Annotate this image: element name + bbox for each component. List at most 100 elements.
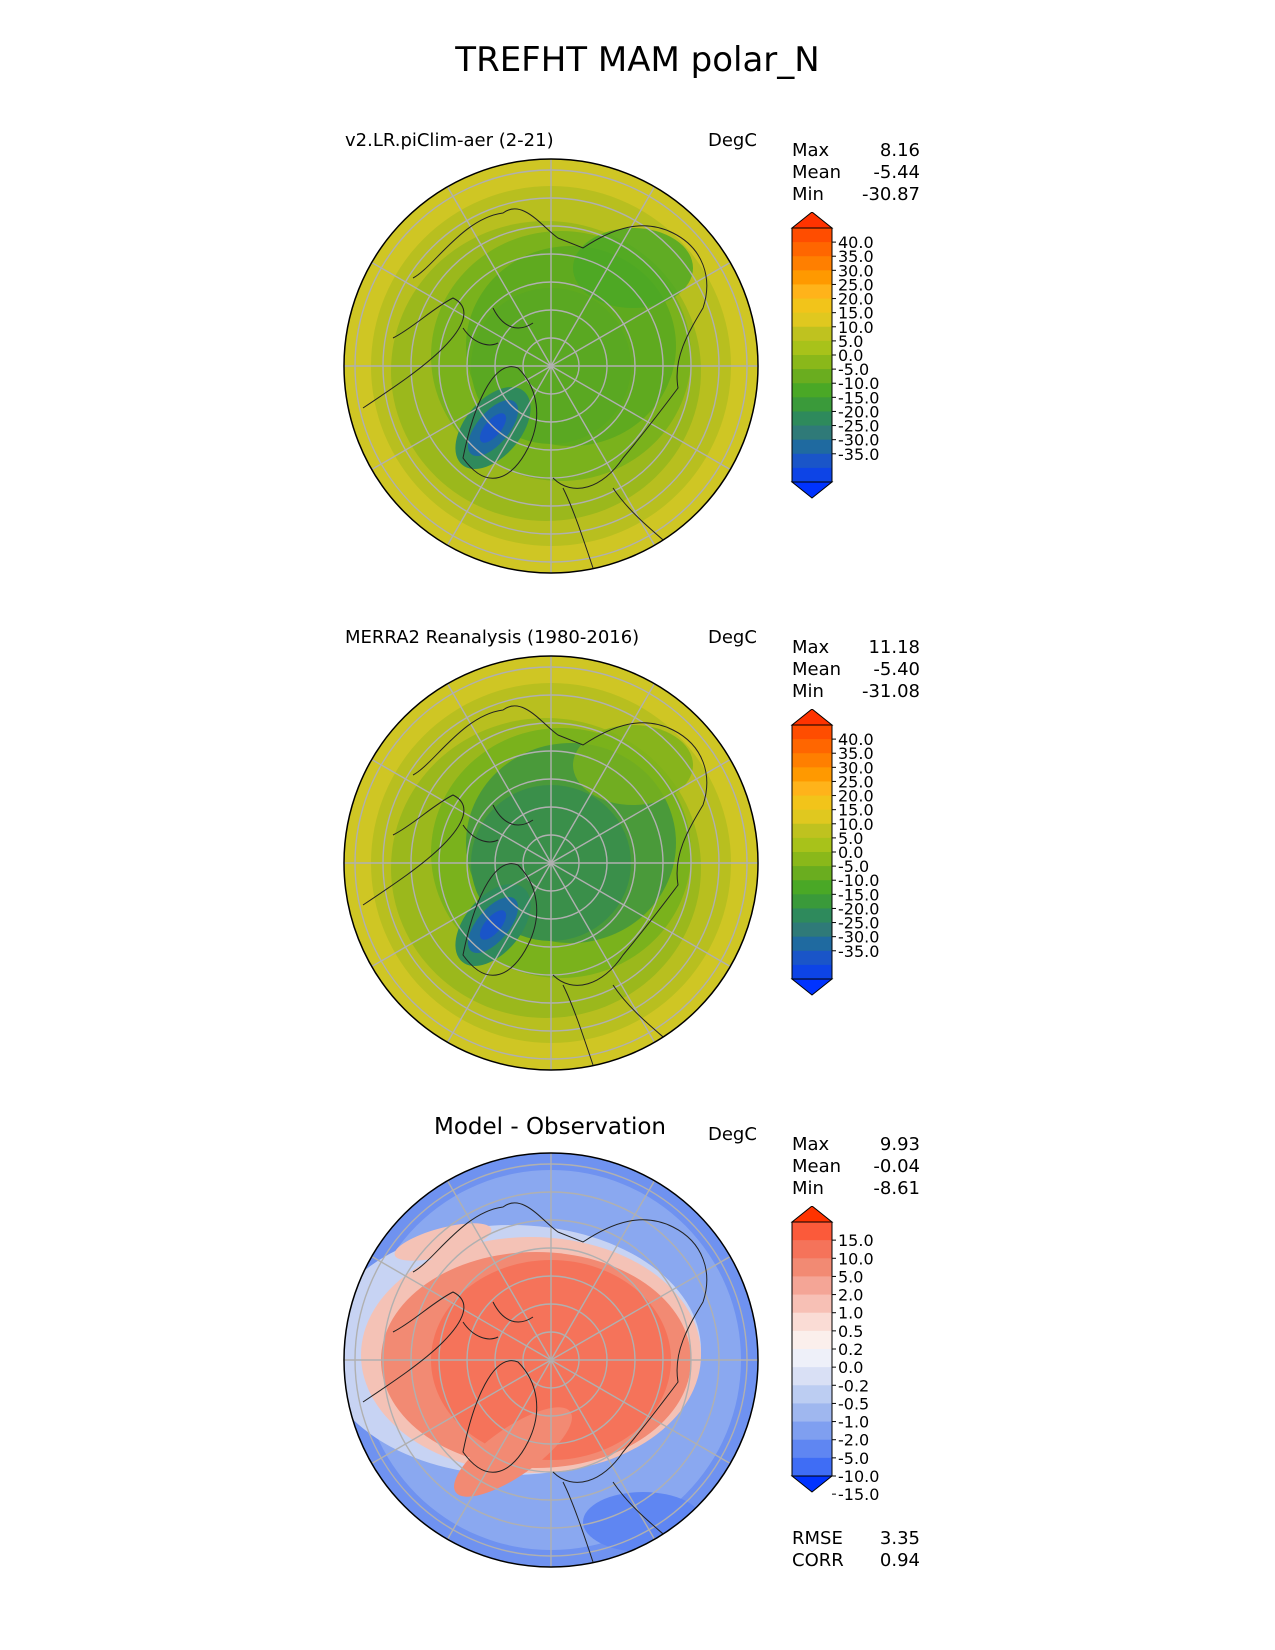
coastlines bbox=[362, 208, 708, 569]
colorbar-segment bbox=[792, 795, 832, 811]
colorbar-segment bbox=[792, 1312, 832, 1332]
colorbar-tick-label: 10.0 bbox=[838, 815, 874, 834]
colorbar-tick-label: 20.0 bbox=[838, 290, 874, 309]
coastline-archipelago bbox=[462, 1301, 534, 1340]
colorbar-extend-top bbox=[790, 1206, 834, 1223]
colorbar-tick-label: 10.0 bbox=[838, 318, 874, 337]
colorbar-segment bbox=[792, 355, 832, 370]
stat-mean: Mean -5.44 bbox=[792, 162, 920, 183]
meridian-line bbox=[371, 862, 552, 968]
colorbar-extend-bottom bbox=[790, 1475, 834, 1493]
colorbar-tick-label: -35.0 bbox=[838, 445, 879, 464]
colorbar-segment bbox=[792, 242, 832, 257]
colorbar: 40.035.030.025.020.015.010.05.00.0-5.0-1… bbox=[790, 212, 879, 499]
colorbar-segment bbox=[792, 326, 832, 342]
colorbar-tick-label: -10.0 bbox=[838, 1467, 879, 1486]
colorbar-segment bbox=[792, 1403, 832, 1423]
colorbar-extend-bottom bbox=[790, 978, 834, 996]
colorbar-segment bbox=[792, 425, 832, 441]
coastline-eurasia bbox=[412, 208, 708, 489]
meridian-line bbox=[371, 261, 552, 367]
colorbar-tick-label: -20.0 bbox=[838, 402, 879, 421]
panel-title: Model - Observation bbox=[433, 1114, 667, 1140]
colorbar-segment bbox=[792, 894, 832, 909]
colorbar-segment bbox=[792, 781, 832, 797]
colorbar-tick-label: 25.0 bbox=[838, 772, 874, 791]
meridian-line bbox=[550, 186, 656, 367]
meridian-line bbox=[550, 758, 731, 864]
colorbar-tick-label: 40.0 bbox=[838, 233, 874, 252]
meridian-line bbox=[371, 365, 552, 471]
colorbar-segment bbox=[792, 1222, 832, 1241]
colorbar-tick-label: 0.0 bbox=[838, 843, 863, 862]
colorbar-tick-label: 5.0 bbox=[838, 332, 863, 351]
field-siberia bbox=[573, 228, 693, 308]
colorbar-tick-label: -0.5 bbox=[838, 1394, 869, 1413]
meridian-line bbox=[550, 365, 656, 546]
coastline-archipelago bbox=[462, 804, 534, 843]
colorbar-segment bbox=[792, 228, 832, 243]
colorbar-segment bbox=[792, 453, 832, 469]
colorbar-segment bbox=[792, 1457, 832, 1477]
colorbar-segment bbox=[792, 1258, 832, 1277]
panel-ref: MERRA2 Reanalysis (1980-2016) DegC Max 11… bbox=[0, 627, 1275, 1097]
colorbar-segment bbox=[792, 411, 832, 427]
field-greenland-min bbox=[479, 910, 507, 940]
colorbar-segment bbox=[792, 340, 832, 356]
colorbar-tick-label: 0.0 bbox=[838, 346, 863, 365]
colorbar-segment bbox=[792, 964, 832, 980]
stat-min: Min -31.08 bbox=[792, 681, 920, 702]
colorbar-tick-label: 35.0 bbox=[838, 247, 874, 266]
colorbar-segment bbox=[792, 439, 832, 455]
panel-title: v2.LR.piClim-aer (2-21) bbox=[345, 130, 554, 151]
graticule bbox=[344, 159, 758, 573]
colorbar-segment bbox=[792, 1439, 832, 1459]
colorbar-segment bbox=[792, 880, 832, 895]
colorbar-segment bbox=[792, 1349, 832, 1368]
colorbar-tick-label: -25.0 bbox=[838, 417, 879, 436]
panel-units: DegC bbox=[708, 1124, 757, 1145]
colorbar-tick-label: -10.0 bbox=[838, 871, 879, 890]
stats-box: Max 8.16 Mean -5.44 Min -30.87 bbox=[792, 140, 920, 206]
meridian-line bbox=[371, 758, 552, 864]
coastline-greenland bbox=[462, 1360, 538, 1473]
coastline-canada bbox=[362, 1291, 465, 1403]
meridian-line bbox=[446, 1359, 552, 1540]
panel-units: DegC bbox=[708, 627, 757, 648]
stats-box: Max 11.18 Mean -5.40 Min -31.08 bbox=[792, 637, 920, 703]
stat-mean: Mean -5.40 bbox=[792, 659, 920, 680]
field-greenland-min bbox=[479, 413, 507, 443]
map-boundary bbox=[343, 158, 759, 574]
colorbar-tick-label: -5.0 bbox=[838, 857, 869, 876]
colorbar-segment bbox=[792, 256, 832, 271]
colorbar-tick-label: -10.0 bbox=[838, 374, 879, 393]
meridian-line bbox=[446, 365, 552, 546]
colorbar-segment bbox=[792, 1276, 832, 1296]
meridian-line bbox=[371, 1359, 552, 1465]
colorbar-tick-label: -5.0 bbox=[838, 1449, 869, 1468]
colorbar: 40.035.030.025.020.015.010.05.00.0-5.0-1… bbox=[790, 709, 879, 996]
meridian-line bbox=[550, 1359, 731, 1465]
colorbar-tick-label: -2.0 bbox=[838, 1431, 869, 1450]
colorbar-tick-label: 0.0 bbox=[838, 1358, 863, 1377]
colorbar-tick-label: -15.0 bbox=[838, 885, 879, 904]
coastline-eurasia bbox=[412, 705, 708, 986]
meridian-line bbox=[446, 683, 552, 864]
colorbar-segment bbox=[792, 823, 832, 839]
colorbar-segment bbox=[792, 1367, 832, 1386]
colorbar-tick-label: 35.0 bbox=[838, 744, 874, 763]
colorbar-segment bbox=[792, 284, 832, 300]
colorbar-tick-label: 40.0 bbox=[838, 730, 874, 749]
colorbar-segment bbox=[792, 1330, 832, 1350]
colorbar: 15.010.05.02.01.00.50.20.0-0.2-0.5-1.0-2… bbox=[790, 1206, 879, 1504]
meridian-line bbox=[550, 1180, 656, 1361]
stat-min: Min -8.61 bbox=[792, 1178, 920, 1199]
colorbar-tick-label: -35.0 bbox=[838, 942, 879, 961]
colorbar-tick-label: 25.0 bbox=[838, 275, 874, 294]
polar-map bbox=[343, 158, 759, 574]
graticule bbox=[344, 656, 758, 1070]
colorbar-tick-label: -25.0 bbox=[838, 914, 879, 933]
coastline-archipelago bbox=[462, 307, 534, 346]
colorbar-extend-top bbox=[790, 709, 834, 726]
colorbar-tick-label: 5.0 bbox=[838, 829, 863, 848]
